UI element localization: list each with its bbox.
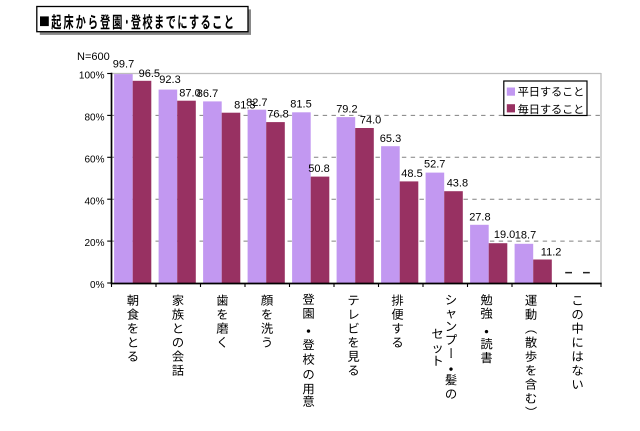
svg-text:82.7: 82.7	[246, 97, 267, 109]
svg-text:96.5: 96.5	[139, 68, 160, 80]
svg-text:N=600: N=600	[77, 51, 110, 63]
svg-text:100%: 100%	[79, 71, 105, 82]
svg-text:40%: 40%	[84, 196, 104, 207]
svg-text:52.7: 52.7	[424, 159, 445, 171]
svg-text:43.8: 43.8	[447, 178, 468, 190]
svg-text:74.0: 74.0	[360, 115, 381, 127]
svg-text:87.0: 87.0	[179, 88, 200, 100]
svg-text:11.2: 11.2	[541, 247, 562, 259]
svg-text:19.0: 19.0	[494, 229, 515, 241]
svg-text:99.7: 99.7	[113, 58, 134, 70]
svg-text:86.7: 86.7	[197, 88, 218, 100]
svg-text:50.8: 50.8	[308, 163, 329, 175]
svg-text:18.7: 18.7	[515, 230, 536, 242]
svg-text:27.8: 27.8	[469, 211, 490, 223]
svg-text:81.3: 81.3	[234, 99, 255, 111]
svg-text:81.5: 81.5	[290, 99, 311, 111]
svg-text:92.3: 92.3	[159, 74, 180, 86]
svg-text:60%: 60%	[84, 154, 104, 165]
svg-text:79.2: 79.2	[336, 104, 357, 116]
svg-text:76.8: 76.8	[267, 109, 288, 121]
svg-text:80%: 80%	[84, 113, 104, 124]
svg-text:48.5: 48.5	[401, 168, 422, 180]
svg-text:20%: 20%	[84, 238, 104, 249]
svg-text:0%: 0%	[90, 280, 105, 291]
svg-text:65.3: 65.3	[380, 133, 401, 145]
